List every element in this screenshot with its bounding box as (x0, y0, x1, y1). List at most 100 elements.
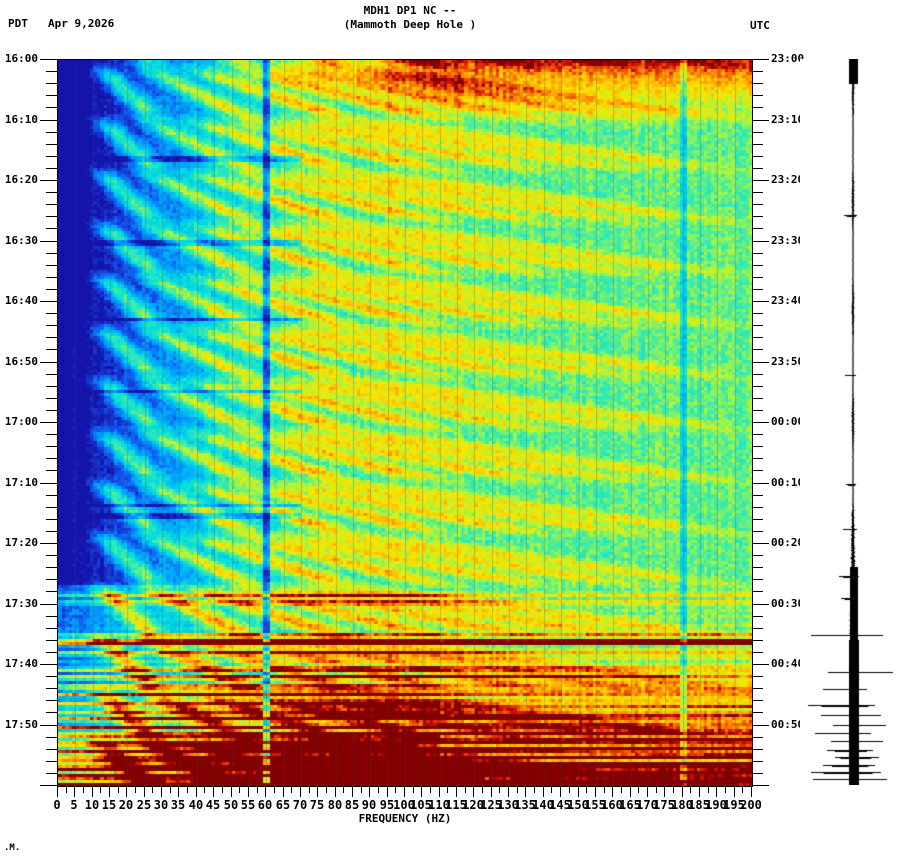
freq-tick-label: 5 (70, 798, 78, 812)
right-axis-major-tick (752, 120, 769, 121)
right-time-label: 00:40 (771, 657, 805, 670)
left-axis-minor-tick (46, 458, 57, 459)
left-axis-minor-tick (46, 289, 57, 290)
left-axis-minor-tick (46, 216, 57, 217)
right-time-label: 23:30 (771, 234, 805, 247)
left-axis-minor-tick (46, 749, 57, 750)
left-axis-minor-tick (46, 737, 57, 738)
freq-minor-tick (135, 786, 136, 793)
left-axis-minor-tick (46, 628, 57, 629)
freq-minor-tick (309, 786, 310, 793)
freq-tick-label: 30 (153, 798, 169, 812)
freq-major-tick (491, 786, 492, 797)
freq-minor-tick (100, 786, 101, 793)
left-axis-minor-tick (46, 652, 57, 653)
left-time-label: 16:50 (4, 355, 38, 368)
left-axis-minor-tick (46, 567, 57, 568)
freq-minor-tick (586, 786, 587, 793)
freq-minor-tick (187, 786, 188, 793)
freq-tick-label: 195 (723, 798, 745, 812)
freq-minor-tick (274, 786, 275, 793)
left-axis-minor-tick (46, 712, 57, 713)
left-axis-major-tick (40, 120, 57, 121)
right-axis-minor-tick (752, 640, 763, 641)
left-axis-minor-tick (46, 277, 57, 278)
freq-tick-label: 185 (688, 798, 710, 812)
local-timezone-label: PDT (8, 17, 28, 30)
right-axis-major-tick (752, 664, 769, 665)
left-axis-major-tick (40, 362, 57, 363)
freq-minor-tick (551, 786, 552, 793)
right-axis-minor-tick (752, 495, 763, 496)
right-axis-minor-tick (752, 228, 763, 229)
left-axis-minor-tick (46, 507, 57, 508)
freq-tick-label: 100 (393, 798, 415, 812)
right-axis-minor-tick (752, 71, 763, 72)
freq-major-tick (647, 786, 648, 797)
right-axis-minor-tick (752, 204, 763, 205)
freq-minor-tick (690, 786, 691, 793)
left-time-label: 17:20 (4, 536, 38, 549)
right-axis-minor-tick (752, 652, 763, 653)
freq-tick-label: 155 (584, 798, 606, 812)
right-time-label: 23:50 (771, 355, 805, 368)
left-axis-minor-tick (46, 349, 57, 350)
right-axis-minor-tick (752, 95, 763, 96)
right-axis-minor-tick (752, 374, 763, 375)
freq-tick-label: 140 (532, 798, 554, 812)
right-axis-major-tick (752, 180, 769, 181)
left-time-label: 16:00 (4, 52, 38, 65)
freq-tick-label: 190 (705, 798, 727, 812)
left-axis-major-tick (40, 664, 57, 665)
right-axis-minor-tick (752, 132, 763, 133)
right-axis-minor-tick (752, 313, 763, 314)
left-axis-minor-tick (46, 337, 57, 338)
right-axis-minor-tick (752, 555, 763, 556)
left-axis-minor-tick (46, 228, 57, 229)
freq-minor-tick (517, 786, 518, 793)
left-axis-minor-tick (46, 761, 57, 762)
right-axis-minor-tick (752, 398, 763, 399)
left-axis-minor-tick (46, 192, 57, 193)
freq-tick-label: 10 (84, 798, 100, 812)
right-axis-minor-tick (752, 107, 763, 108)
freq-minor-tick (534, 786, 535, 793)
left-axis-minor-tick (46, 519, 57, 520)
right-axis-minor-tick (752, 591, 763, 592)
left-axis-minor-tick (46, 616, 57, 617)
left-axis-major-tick (40, 180, 57, 181)
right-axis-minor-tick (752, 567, 763, 568)
right-axis-minor-tick (752, 712, 763, 713)
right-axis-minor-tick (752, 458, 763, 459)
freq-major-tick (508, 786, 509, 797)
left-time-label: 17:50 (4, 718, 38, 731)
freq-major-tick (265, 786, 266, 797)
right-axis-minor-tick (752, 761, 763, 762)
right-axis-minor-tick (752, 470, 763, 471)
left-axis-minor-tick (46, 265, 57, 266)
station-code-title: MDH1 DP1 NC -- (363, 4, 457, 17)
right-axis-minor-tick (752, 265, 763, 266)
left-axis-minor-tick (46, 688, 57, 689)
right-axis-major-tick (752, 362, 769, 363)
left-axis-minor-tick (46, 700, 57, 701)
right-axis-minor-tick (752, 325, 763, 326)
freq-major-tick (682, 786, 683, 797)
freq-minor-tick (239, 786, 240, 793)
freq-minor-tick (326, 786, 327, 793)
right-axis-major-tick (752, 604, 769, 605)
freq-minor-tick (257, 786, 258, 793)
left-axis-major-tick (40, 241, 57, 242)
freq-minor-tick (569, 786, 570, 793)
left-axis-major-tick (40, 59, 57, 60)
left-axis-minor-tick (46, 470, 57, 471)
left-axis-minor-tick (46, 495, 57, 496)
spectrogram-plot-area[interactable] (57, 59, 753, 787)
utc-timezone-label: UTC (750, 19, 770, 32)
seismogram-trace-panel (800, 59, 900, 785)
right-axis-minor-tick (752, 737, 763, 738)
freq-minor-tick (621, 786, 622, 793)
freq-minor-tick (204, 786, 205, 793)
right-time-label: 23:10 (771, 113, 805, 126)
